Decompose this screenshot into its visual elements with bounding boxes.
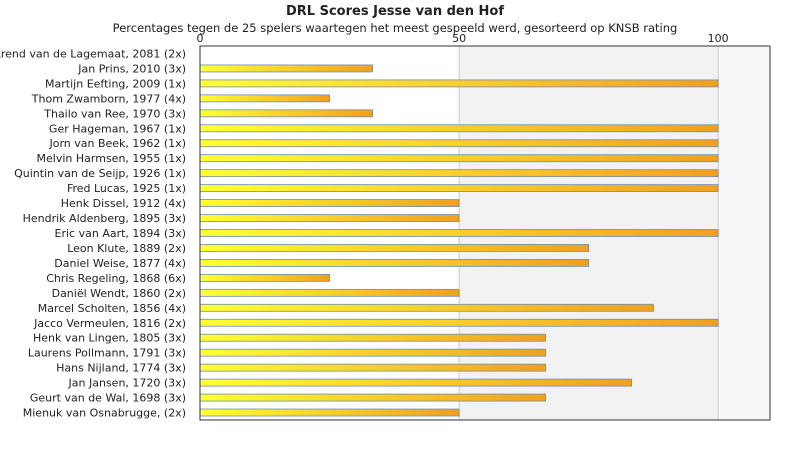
category-label-14: Daniel Weise, 1877 (4x) xyxy=(54,257,186,270)
bar-18 xyxy=(199,318,719,327)
bar-16 xyxy=(199,288,460,297)
bar-9 xyxy=(199,184,719,193)
category-label-0: Arend van de Lagemaat, 2081 (2x) xyxy=(0,47,186,60)
category-label-12: Eric van Aart, 1894 (3x) xyxy=(55,227,186,240)
bar-7 xyxy=(199,154,719,163)
plot-frame xyxy=(199,45,771,421)
bar-4 xyxy=(199,109,373,118)
category-label-15: Chris Regeling, 1868 (6x) xyxy=(46,272,186,285)
category-label-5: Ger Hageman, 1967 (1x) xyxy=(49,122,186,135)
bar-10 xyxy=(199,199,460,207)
category-label-7: Melvin Harmsen, 1955 (1x) xyxy=(37,152,186,165)
bar-6 xyxy=(199,139,719,148)
category-label-4: Thailo van Ree, 1970 (3x) xyxy=(43,107,186,120)
bar-21 xyxy=(199,363,547,372)
category-label-8: Quintin van de Seijp, 1926 (1x) xyxy=(14,167,186,180)
tick-label-100: 100 xyxy=(708,32,729,45)
category-label-21: Hans Nijland, 1774 (3x) xyxy=(56,362,186,375)
category-label-9: Fred Lucas, 1925 (1x) xyxy=(67,182,186,195)
bar-17 xyxy=(199,303,654,312)
bar-22 xyxy=(199,378,633,387)
category-label-19: Henk van Lingen, 1805 (3x) xyxy=(33,332,186,345)
bar-12 xyxy=(199,229,719,237)
category-label-22: Jan Jansen, 1720 (3x) xyxy=(68,377,186,390)
bar-5 xyxy=(199,124,719,133)
y-axis-labels: Arend van de Lagemaat, 2081 (2x) Jan Prin… xyxy=(0,47,186,419)
category-label-11: Hendrik Aldenberg, 1895 (3x) xyxy=(23,212,186,225)
chart-title: DRL Scores Jesse van den Hof xyxy=(286,4,504,19)
bar-1 xyxy=(199,64,373,73)
category-label-3: Thom Zwamborn, 1977 (4x) xyxy=(31,92,186,105)
category-label-6: Jorn van Beek, 1962 (1x) xyxy=(48,137,186,150)
bar-11 xyxy=(199,214,460,222)
category-label-17: Marcel Scholten, 1856 (4x) xyxy=(38,302,186,315)
bar-2 xyxy=(199,79,719,88)
category-label-24: Mienuk van Osnabrugge, (2x) xyxy=(23,407,186,420)
bars xyxy=(199,64,719,417)
bar-19 xyxy=(199,333,547,342)
category-label-2: Martijn Eefting, 2009 (1x) xyxy=(45,77,186,90)
bar-24 xyxy=(199,408,460,417)
bar-3 xyxy=(199,94,330,103)
band-100-end xyxy=(718,46,770,420)
bar-13 xyxy=(199,244,590,252)
category-label-1: Jan Prins, 2010 (3x) xyxy=(77,62,186,75)
category-label-10: Henk Dissel, 1912 (4x) xyxy=(61,197,186,210)
category-label-16: Daniël Wendt, 1860 (2x) xyxy=(52,287,186,300)
category-label-13: Leon Klute, 1889 (2x) xyxy=(67,242,186,255)
bar-8 xyxy=(199,169,719,178)
tick-label-0: 0 xyxy=(197,32,204,45)
category-label-18: Jacco Vermeulen, 1816 (2x) xyxy=(33,317,186,330)
bar-20 xyxy=(199,348,547,357)
category-label-23: Geurt van de Wal, 1698 (3x) xyxy=(30,392,186,405)
bar-14 xyxy=(199,259,590,267)
chart-subtitle: Percentages tegen de 25 spelers waartege… xyxy=(112,21,678,35)
tick-label-50: 50 xyxy=(452,32,466,45)
x-axis-ticks: 0 50 100 xyxy=(197,32,729,45)
category-label-20: Laurens Pollmann, 1791 (3x) xyxy=(28,347,186,360)
bar-15 xyxy=(199,273,330,282)
bar-23 xyxy=(199,393,547,402)
